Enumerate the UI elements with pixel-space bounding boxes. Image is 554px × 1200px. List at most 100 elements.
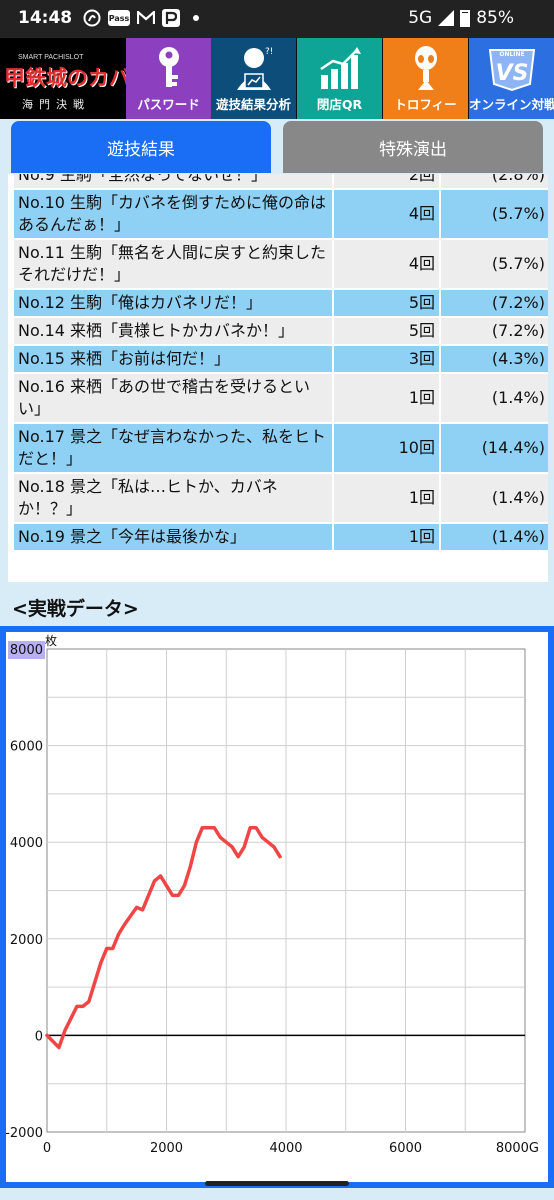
table-row: No.16 来栖「あの世で稽古を受けるといい」 1回 (1.4%) [14, 374, 548, 422]
row-count: 5回 [334, 290, 439, 316]
row-name: No.15 来栖「お前は何だ！」 [14, 346, 332, 372]
table-row: No.18 景之「私は…ヒトか、カバネか！？」 1回 (1.4%) [14, 474, 548, 522]
tab-play-results[interactable]: 遊技結果 [11, 121, 271, 173]
row-percent: (1.4%) [441, 524, 548, 550]
table-row: No.19 景之「今年は最後かな」 1回 (1.4%) [14, 524, 548, 550]
x-tick-label: 0 [43, 1141, 51, 1156]
pass-icon: Pass [108, 10, 130, 26]
row-name: No.9 生駒「全然なってないぜ！」 [14, 174, 332, 188]
table-row: No.12 生駒「俺はカバネリだ！」 5回 (7.2%) [14, 290, 548, 316]
row-percent: (1.4%) [441, 374, 548, 422]
app-header: SMART PACHISLOT 甲鉄城のカバネリ 海門決戦 パスワード ?! 遊… [0, 38, 554, 119]
network-label: 5G [408, 8, 433, 28]
row-count: 3回 [334, 346, 439, 372]
character-chart-icon: ?! [211, 44, 296, 92]
gmail-icon [136, 8, 156, 28]
row-name: No.18 景之「私は…ヒトか、カバネか！？」 [14, 474, 332, 522]
row-percent: (14.4%) [441, 424, 548, 472]
menu-online-battle-label: オンライン対戦 [469, 97, 554, 112]
row-name: No.17 景之「なぜ言わなかった、私をヒトだと！」 [14, 424, 332, 472]
row-count: 1回 [334, 524, 439, 550]
results-panel: No.9 生駒「全然なってないぜ！」 2回 (2.8%) No.10 生駒「カバ… [0, 174, 554, 586]
series-line [45, 825, 282, 1050]
row-percent: (4.3%) [441, 346, 548, 372]
row-name: No.16 来栖「あの世で稽古を受けるといい」 [14, 374, 332, 422]
y-tick-label: 8000 [10, 643, 43, 658]
row-count: 2回 [334, 174, 439, 188]
menu-password-label: パスワード [137, 97, 200, 112]
row-name: No.19 景之「今年は最後かな」 [14, 524, 332, 550]
y-axis-label: 枚 [45, 633, 57, 648]
table-row: No.15 来栖「お前は何だ！」 3回 (4.3%) [14, 346, 548, 372]
row-name: No.10 生駒「カバネを倒すために俺の命はあるんだぁ！」 [14, 190, 332, 238]
battery-level: 85% [476, 8, 514, 28]
logo-small-text: SMART PACHISLOT [18, 54, 84, 61]
nfc-icon [82, 8, 102, 28]
menu-password-button[interactable]: パスワード [126, 38, 211, 119]
row-percent: (5.7%) [441, 240, 548, 288]
row-percent: (5.7%) [441, 190, 548, 238]
row-count: 1回 [334, 474, 439, 522]
vs-badge-icon: ONLINE VS [469, 44, 554, 92]
chart-frame: 8000 6000 4000 2000 0 -2000 0 2000 4000 6000 8000G… [0, 626, 554, 1188]
row-percent: (7.2%) [441, 318, 548, 344]
logo-subtitle: 海門決戦 [22, 98, 90, 111]
notification-icons: Pass [82, 8, 206, 28]
row-count: 4回 [334, 240, 439, 288]
menu-closing-qr-button[interactable]: 閉店QR [297, 38, 382, 119]
row-name: No.14 来栖「貴様ヒトかカバネか！」 [14, 318, 332, 344]
y-tick-label: 2000 [10, 933, 43, 948]
chart-container: 8000 6000 4000 2000 0 -2000 0 2000 4000 6000 8000G… [5, 632, 548, 1182]
row-percent: (7.2%) [441, 290, 548, 316]
row-count: 10回 [334, 424, 439, 472]
table-row: No.9 生駒「全然なってないぜ！」 2回 (2.8%) [14, 174, 548, 188]
results-table[interactable]: No.9 生駒「全然なってないぜ！」 2回 (2.8%) No.10 生駒「カバ… [8, 174, 548, 582]
menu-trophy-button[interactable]: トロフィー [383, 38, 468, 119]
row-percent: (2.8%) [441, 174, 548, 188]
y-tick-label: 0 [35, 1029, 43, 1044]
row-count: 4回 [334, 190, 439, 238]
status-right: 5G 85% [408, 8, 514, 28]
key-icon [126, 44, 211, 92]
row-percent: (1.4%) [441, 474, 548, 522]
dot-icon [186, 8, 206, 28]
alien-trophy-icon [383, 44, 468, 92]
menu-online-battle-button[interactable]: ONLINE VS オンライン対戦 [469, 38, 554, 119]
row-name: No.12 生駒「俺はカバネリだ！」 [14, 290, 332, 316]
row-count: 1回 [334, 374, 439, 422]
section-header: <実戦データ> [0, 586, 554, 626]
menu-analysis-button[interactable]: ?! 遊技結果分析 [211, 38, 296, 119]
app-logo: SMART PACHISLOT 甲鉄城のカバネリ 海門決戦 [0, 38, 172, 119]
tab-special-effects[interactable]: 特殊演出 [283, 121, 543, 173]
x-tick-label: 6000 [389, 1141, 422, 1156]
y-tick-label: -2000 [6, 1126, 43, 1141]
home-gesture-bar[interactable] [205, 1181, 349, 1186]
result-tabs: 遊技結果 特殊演出 [0, 119, 554, 174]
table-row: No.10 生駒「カバネを倒すために俺の命はあるんだぁ！」 4回 (5.7%) [14, 190, 548, 238]
vs-badge-top: ONLINE [499, 51, 524, 58]
y-tick-highlight [8, 641, 45, 659]
y-tick-label: 6000 [10, 740, 43, 755]
menu-closing-qr-label: 閉店QR [316, 97, 363, 112]
x-tick-label: 2000 [150, 1141, 183, 1156]
svg-text:?!: ?! [265, 47, 273, 57]
bottom-strip [0, 1188, 554, 1200]
x-tick-label: 4000 [269, 1141, 302, 1156]
row-count: 5回 [334, 318, 439, 344]
vs-badge-text: VS [495, 61, 528, 86]
table-row: No.14 来栖「貴様ヒトかカバネか！」 5回 (7.2%) [14, 318, 548, 344]
row-name: No.11 生駒「無名を人間に戻すと約束した それだけだ！」 [14, 240, 342, 288]
x-tick-label: 8000G [496, 1141, 539, 1156]
growth-chart-icon [297, 44, 382, 92]
paypay-icon [162, 9, 180, 27]
table-row: No.17 景之「なぜ言わなかった、私をヒトだと！」 10回 (14.4%) [14, 424, 548, 472]
menu-analysis-label: 遊技結果分析 [215, 97, 291, 112]
table-row: No.11 生駒「無名を人間に戻すと約束した それだけだ！」 4回 (5.7%) [14, 240, 548, 288]
status-bar: 14:48 Pass 5G 85% [0, 0, 554, 38]
menu-trophy-label: トロフィー [394, 97, 457, 112]
signal-icon [438, 10, 455, 26]
section-title: <実戦データ> [12, 598, 139, 620]
battery-icon [460, 9, 471, 27]
status-time: 14:48 [18, 8, 73, 28]
